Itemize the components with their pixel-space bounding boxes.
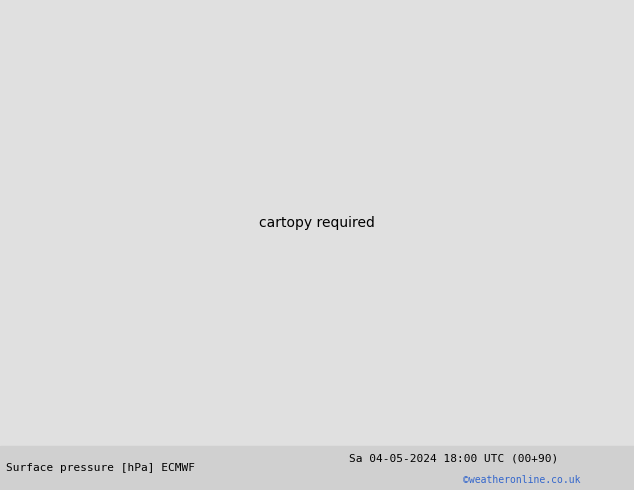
Text: Sa 04-05-2024 18:00 UTC (00+90): Sa 04-05-2024 18:00 UTC (00+90) [349, 453, 558, 463]
Text: ©weatheronline.co.uk: ©weatheronline.co.uk [463, 475, 580, 485]
Text: cartopy required: cartopy required [259, 216, 375, 230]
Text: Surface pressure [hPa] ECMWF: Surface pressure [hPa] ECMWF [6, 463, 195, 473]
